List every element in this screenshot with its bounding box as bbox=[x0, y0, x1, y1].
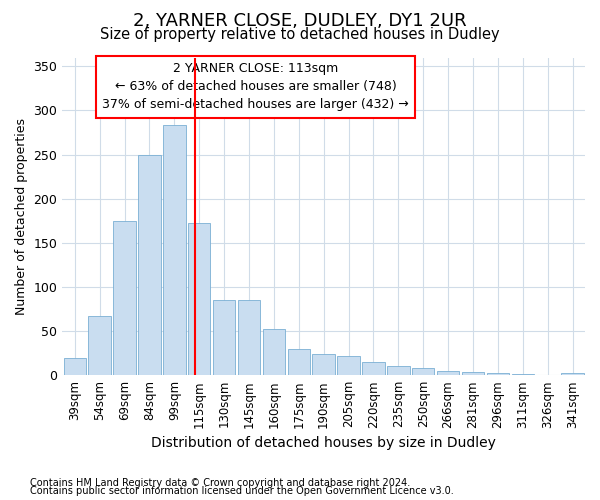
Bar bbox=[487, 372, 509, 375]
Bar bbox=[138, 154, 161, 375]
Text: Size of property relative to detached houses in Dudley: Size of property relative to detached ho… bbox=[100, 28, 500, 42]
Bar bbox=[337, 356, 360, 375]
Bar bbox=[313, 354, 335, 375]
Bar bbox=[562, 374, 584, 375]
Bar bbox=[238, 300, 260, 375]
Bar bbox=[287, 348, 310, 375]
Bar bbox=[88, 316, 111, 375]
Bar bbox=[437, 371, 460, 375]
Bar bbox=[64, 358, 86, 375]
Bar bbox=[213, 300, 235, 375]
Bar bbox=[387, 366, 410, 375]
Bar bbox=[512, 374, 534, 375]
Bar bbox=[163, 126, 185, 375]
Bar bbox=[362, 362, 385, 375]
Text: 2, YARNER CLOSE, DUDLEY, DY1 2UR: 2, YARNER CLOSE, DUDLEY, DY1 2UR bbox=[133, 12, 467, 30]
Bar bbox=[263, 330, 285, 375]
Text: Contains HM Land Registry data © Crown copyright and database right 2024.: Contains HM Land Registry data © Crown c… bbox=[30, 478, 410, 488]
Bar bbox=[188, 224, 211, 375]
Bar bbox=[412, 368, 434, 375]
Text: Contains public sector information licensed under the Open Government Licence v3: Contains public sector information licen… bbox=[30, 486, 454, 496]
Y-axis label: Number of detached properties: Number of detached properties bbox=[15, 118, 28, 315]
X-axis label: Distribution of detached houses by size in Dudley: Distribution of detached houses by size … bbox=[151, 436, 496, 450]
Bar bbox=[462, 372, 484, 375]
Text: 2 YARNER CLOSE: 113sqm
← 63% of detached houses are smaller (748)
37% of semi-de: 2 YARNER CLOSE: 113sqm ← 63% of detached… bbox=[103, 62, 409, 112]
Bar bbox=[113, 221, 136, 375]
